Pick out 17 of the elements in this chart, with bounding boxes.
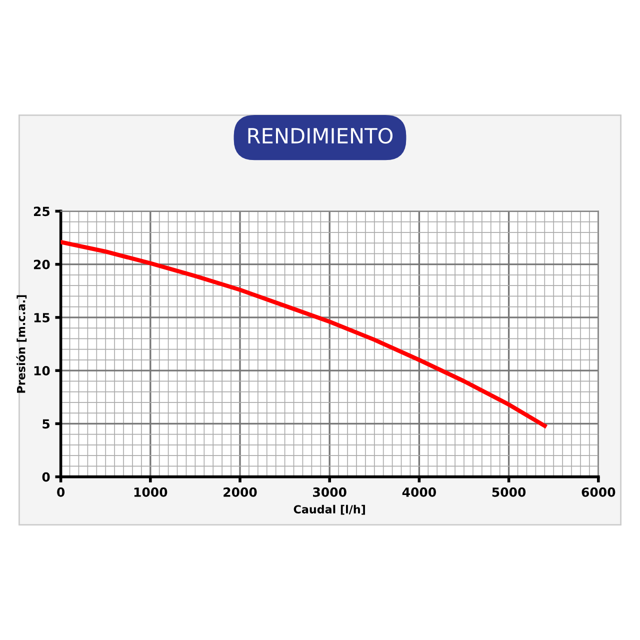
y-tick-label: 15 — [34, 313, 50, 322]
y-tick-label: 0 — [42, 472, 50, 482]
y-tick-label: 5 — [42, 419, 50, 429]
y-tick-label: 20 — [34, 260, 50, 270]
chart-title: RENDIMIENTO — [248, 128, 393, 144]
x-tick-label: 3000 — [313, 487, 346, 497]
x-tick-label: 5000 — [492, 487, 526, 497]
y-axis-title: Presión [m.c.a.] — [16, 295, 27, 393]
x-tick-label: 0 — [57, 487, 65, 497]
x-tick-label: 4000 — [402, 487, 436, 497]
x-tick-label: 2000 — [224, 487, 257, 497]
y-tick-label: 25 — [34, 206, 50, 216]
y-tick-label: 10 — [34, 366, 50, 376]
x-tick-label: 6000 — [582, 487, 616, 497]
line-series — [60, 240, 547, 428]
x-tick-label: 1000 — [134, 487, 168, 497]
x-axis-title: Caudal [l/h] — [294, 504, 365, 515]
